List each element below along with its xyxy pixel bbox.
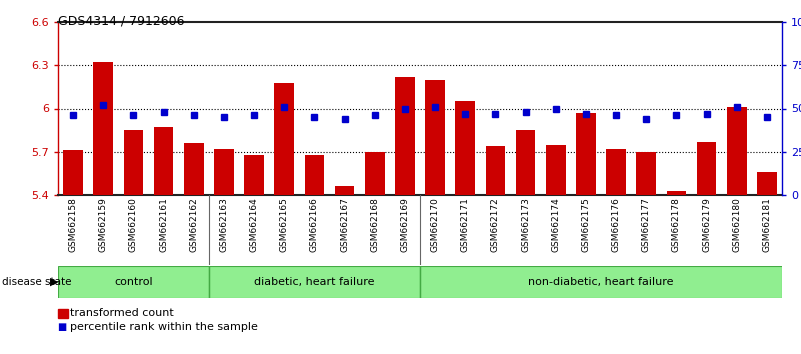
Text: GDS4314 / 7912606: GDS4314 / 7912606 (58, 14, 184, 27)
Text: GSM662171: GSM662171 (461, 197, 469, 252)
Text: GSM662180: GSM662180 (732, 197, 741, 252)
Bar (757, 172, 777, 195)
Text: control: control (114, 277, 153, 287)
Bar (63, 150, 83, 195)
Text: GSM662166: GSM662166 (310, 197, 319, 252)
Text: GSM662165: GSM662165 (280, 197, 288, 252)
Text: GSM662167: GSM662167 (340, 197, 349, 252)
Bar (304, 155, 324, 195)
Bar (606, 149, 626, 195)
Text: GSM662162: GSM662162 (189, 197, 199, 252)
Bar (697, 142, 716, 195)
Text: GSM662160: GSM662160 (129, 197, 138, 252)
Bar (275, 82, 294, 195)
Bar (727, 107, 747, 195)
Bar (516, 130, 535, 195)
Bar (58, 266, 209, 298)
Bar (420, 266, 782, 298)
Text: GSM662158: GSM662158 (69, 197, 78, 252)
Text: GSM662159: GSM662159 (99, 197, 108, 252)
Bar (184, 143, 203, 195)
Bar (456, 101, 475, 195)
Text: GSM662174: GSM662174 (551, 197, 560, 252)
Bar (425, 80, 445, 195)
Bar (123, 130, 143, 195)
Text: ■: ■ (58, 322, 66, 332)
Text: GSM662170: GSM662170 (431, 197, 440, 252)
Text: GSM662176: GSM662176 (612, 197, 621, 252)
Bar (546, 144, 566, 195)
Text: GSM662175: GSM662175 (582, 197, 590, 252)
Text: non-diabetic, heart failure: non-diabetic, heart failure (528, 277, 674, 287)
Text: GSM662161: GSM662161 (159, 197, 168, 252)
Text: GSM662169: GSM662169 (400, 197, 409, 252)
Bar (637, 152, 656, 195)
Text: diabetic, heart failure: diabetic, heart failure (254, 277, 375, 287)
Text: GSM662181: GSM662181 (763, 197, 771, 252)
Text: percentile rank within the sample: percentile rank within the sample (70, 322, 258, 332)
Text: GSM662173: GSM662173 (521, 197, 530, 252)
Text: GSM662163: GSM662163 (219, 197, 228, 252)
Bar (214, 149, 234, 195)
Bar (244, 155, 264, 195)
Bar (209, 266, 420, 298)
Bar (485, 146, 505, 195)
Bar (666, 191, 686, 195)
Bar (335, 186, 354, 195)
Text: transformed count: transformed count (70, 308, 174, 318)
Bar (154, 127, 173, 195)
Text: GSM662164: GSM662164 (250, 197, 259, 252)
Text: disease state: disease state (2, 277, 71, 287)
Text: ▶: ▶ (50, 277, 58, 287)
Text: GSM662168: GSM662168 (370, 197, 379, 252)
Bar (94, 62, 113, 195)
Bar (395, 77, 415, 195)
Text: GSM662177: GSM662177 (642, 197, 650, 252)
Text: GSM662178: GSM662178 (672, 197, 681, 252)
Bar (576, 113, 596, 195)
Text: GSM662179: GSM662179 (702, 197, 711, 252)
Bar (365, 152, 384, 195)
Text: GSM662172: GSM662172 (491, 197, 500, 252)
